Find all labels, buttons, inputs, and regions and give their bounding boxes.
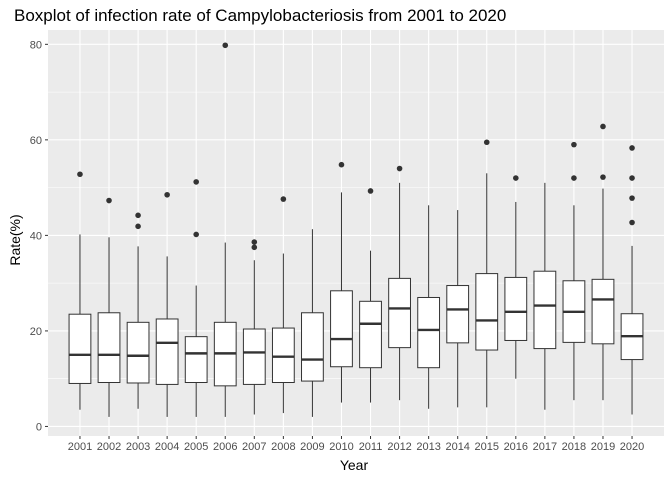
box-2019 <box>591 123 615 401</box>
x-tick-label: 2002 <box>97 441 121 453</box>
x-axis-title: Year <box>340 457 369 473</box>
y-tick-label: 20 <box>30 326 42 338</box>
box-2010 <box>330 161 353 403</box>
outlier-point <box>280 196 287 202</box>
y-tick-label: 60 <box>30 135 42 147</box>
box-iqr <box>126 321 150 384</box>
x-tick-label: 2018 <box>562 441 586 453</box>
outlier-point <box>629 175 635 181</box>
outlier-point <box>629 145 635 151</box>
box-iqr <box>184 336 208 384</box>
box-iqr <box>388 277 411 349</box>
outlier-point <box>251 244 258 251</box>
box-iqr <box>417 296 441 369</box>
box-2009 <box>301 229 324 417</box>
box-iqr <box>155 318 179 385</box>
outlier-point <box>193 231 199 238</box>
outlier-point <box>483 139 490 146</box>
box-2012 <box>388 165 411 401</box>
x-tick-label: 2004 <box>155 441 179 453</box>
y-tick-label: 40 <box>30 230 42 242</box>
box-iqr <box>271 327 295 384</box>
box-2018 <box>562 141 586 401</box>
x-tick-label: 2019 <box>591 441 615 453</box>
outlier-point <box>571 141 577 148</box>
box-iqr <box>97 312 121 384</box>
x-tick-label: 2014 <box>445 441 469 453</box>
box-2013 <box>417 205 441 409</box>
box-iqr <box>68 313 92 384</box>
outlier-point <box>513 175 519 181</box>
box-iqr <box>475 273 499 351</box>
outlier-point <box>600 174 606 180</box>
box-2004 <box>155 191 179 417</box>
outlier-point <box>600 123 606 130</box>
x-tick-label: 2010 <box>329 441 353 453</box>
x-tick-label: 2009 <box>300 441 324 453</box>
box-iqr <box>504 276 528 341</box>
box-iqr <box>359 300 382 369</box>
outlier-point <box>193 179 199 185</box>
box-2014 <box>446 210 470 408</box>
outlier-point <box>106 197 112 204</box>
outlier-point <box>338 161 345 168</box>
x-tick-label: 2012 <box>387 441 411 453</box>
box-2006 <box>213 42 237 417</box>
box-iqr <box>446 285 470 344</box>
outlier-point <box>164 191 170 198</box>
x-tick-label: 2015 <box>475 441 499 453</box>
box-iqr <box>533 270 557 350</box>
outlier-point <box>77 171 83 178</box>
box-2011 <box>359 188 382 403</box>
plot-panel <box>48 30 664 436</box>
box-2005 <box>184 179 208 417</box>
box-2020 <box>620 145 644 415</box>
box-2007 <box>242 239 266 415</box>
x-tick-label: 2001 <box>68 441 92 453</box>
outlier-point <box>251 239 258 245</box>
box-2016 <box>504 175 528 379</box>
box-iqr <box>330 290 353 368</box>
outlier-point <box>135 212 141 219</box>
x-tick-label: 2016 <box>504 441 528 453</box>
box-series <box>68 42 644 417</box>
box-2001 <box>68 171 92 410</box>
grid-minor <box>48 91 664 379</box>
y-axis: 0 20 40 60 80 <box>30 39 48 433</box>
x-tick-label: 2017 <box>533 441 557 453</box>
box-2017 <box>533 182 557 410</box>
x-tick-label: 2020 <box>620 441 644 453</box>
outlier-point <box>571 175 577 181</box>
x-axis: 2001 2002 2003 2004 2005 2006 2007 2008 2009 2010… <box>68 436 644 453</box>
box-2015 <box>475 139 499 408</box>
box-iqr <box>301 312 324 382</box>
outlier-point <box>629 219 635 226</box>
outlier-point <box>396 165 403 172</box>
outlier-point <box>222 42 229 49</box>
outlier-point <box>135 223 141 230</box>
box-2002 <box>97 197 121 417</box>
y-tick-label: 0 <box>36 421 42 433</box>
box-iqr <box>242 328 266 385</box>
outlier-point <box>629 195 635 201</box>
x-tick-label: 2003 <box>126 441 150 453</box>
outlier-point <box>367 188 374 194</box>
chart-title: Boxplot of infection rate of Campylobact… <box>14 6 506 25</box>
box-2003 <box>126 212 150 409</box>
x-tick-label: 2006 <box>213 441 237 453</box>
box-2008 <box>271 196 295 414</box>
box-iqr <box>591 278 615 345</box>
x-tick-label: 2013 <box>416 441 440 453</box>
y-tick-label: 80 <box>30 39 42 51</box>
x-tick-label: 2005 <box>184 441 208 453</box>
x-tick-label: 2008 <box>271 441 295 453</box>
y-axis-title: Rate(%) <box>7 214 23 265</box>
x-tick-label: 2011 <box>359 441 383 453</box>
x-tick-label: 2007 <box>242 441 266 453</box>
